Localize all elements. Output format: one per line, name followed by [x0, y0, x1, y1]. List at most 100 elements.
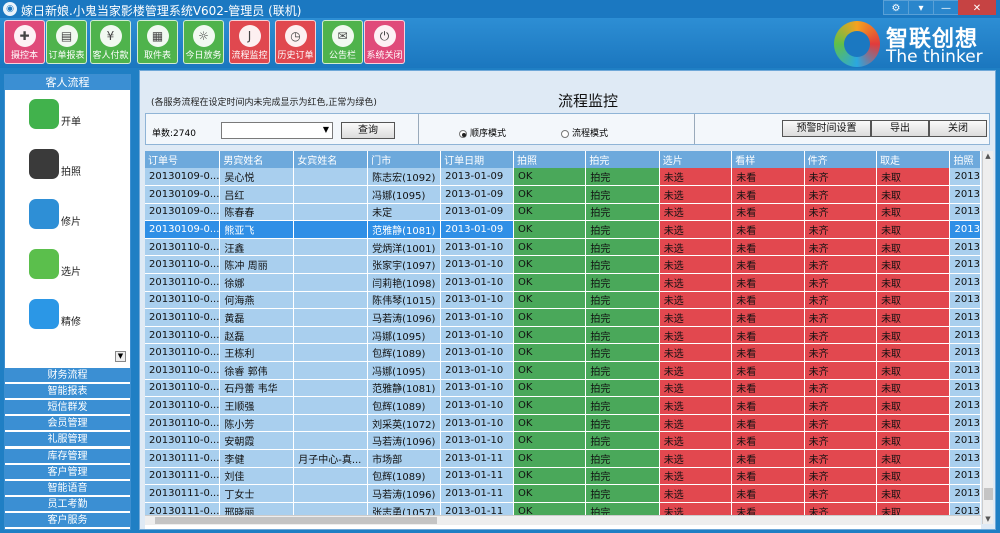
- warning-time-button[interactable]: 预警时间设置: [782, 120, 871, 137]
- toolbar-label: 流程监控: [231, 51, 268, 61]
- table-cell: 未齐: [804, 273, 878, 292]
- table-row[interactable]: 20130109-0... 吕红 冯娜(1095) 2013-01-09 OK 拍完 未选未…: [145, 185, 981, 204]
- store-select[interactable]: ▼: [221, 122, 333, 139]
- table-cell: 2013: [949, 185, 981, 204]
- sidebar-group-4[interactable]: 会员管理: [5, 415, 130, 431]
- table-cell: 20130110-0...: [145, 431, 221, 450]
- table-cell: 拍完: [585, 168, 660, 187]
- toolbar-button-6[interactable]: J 流程监控: [229, 20, 270, 64]
- table-row[interactable]: 20130111-0... 刘佳 包辉(1089) 2013-01-11 OK 拍完 未选未…: [145, 467, 981, 486]
- export-button[interactable]: 导出: [871, 120, 929, 137]
- table-cell: 未看: [731, 291, 805, 310]
- column-header[interactable]: 拍照: [949, 151, 981, 168]
- table-row[interactable]: 20130110-0... 陈小芳 刘采英(1072) 2013-01-10 OK 拍完未…: [145, 414, 981, 433]
- table-row[interactable]: 20130109-0... 熊亚飞 范雅静(1081) 2013-01-09 OK 拍完未…: [145, 220, 981, 239]
- table-row[interactable]: 20130110-0... 王栋利 包辉(1089) 2013-01-10 OK 拍完 未选…: [145, 343, 981, 363]
- column-header[interactable]: 件齐: [804, 151, 878, 168]
- column-header[interactable]: 男宾姓名: [219, 151, 295, 168]
- table-row[interactable]: 20130111-0... 丁女士 马若涛(1096) 2013-01-11 OK 拍完未…: [145, 484, 981, 503]
- table-cell: 未看: [731, 273, 805, 292]
- column-header[interactable]: 订单日期: [440, 151, 514, 168]
- table-row[interactable]: 20130111-0... 李健 月子中心-真... 市场部 2013-01-11 OK 拍…: [145, 449, 981, 468]
- toolbar-button-5[interactable]: ☼ 今日放务: [183, 20, 224, 64]
- table-row[interactable]: 20130109-0... 吴心悦 陈志宏(1092) 2013-01-09 OK 拍完未…: [145, 168, 981, 187]
- close-button[interactable]: 关闭: [929, 120, 987, 137]
- minimize-button[interactable]: —: [933, 0, 959, 15]
- table-row[interactable]: 20130110-0... 安朝霞 马若涛(1096) 2013-01-10 OK 拍完未…: [145, 431, 981, 450]
- sidebar-group-8[interactable]: 智能语音: [5, 479, 130, 495]
- sidebar-group-1[interactable]: 财务流程: [5, 367, 130, 382]
- table-row[interactable]: 20130110-0... 石丹蕾 韦华 范雅静(1081) 2013-01-10 OK…: [145, 379, 981, 398]
- table-row[interactable]: 20130110-0... 徐睿 郭伟 冯娜(1095) 2013-01-10 OK 拍完…: [145, 361, 981, 380]
- sidebar-item-5[interactable]: 精修: [25, 297, 125, 337]
- column-header[interactable]: 拍完: [585, 151, 660, 168]
- table-row[interactable]: 20130110-0... 何海燕 陈伟琴(1015) 2013-01-10 OK 拍完未…: [145, 291, 981, 310]
- menu-dropdown-icon[interactable]: ▾: [908, 0, 934, 15]
- table-row[interactable]: 20130109-0... 陈春春 未定 2013-01-09 OK 拍完 未选 未看 未齐 未取…: [145, 203, 981, 222]
- settings-icon[interactable]: ⚙: [883, 0, 909, 15]
- table-row[interactable]: 20130110-0... 赵磊 冯娜(1095) 2013-01-10 OK 拍完 未选未…: [145, 326, 981, 345]
- vertical-scrollbar[interactable]: ▲ ▼: [982, 151, 993, 524]
- table-cell: 未取: [876, 379, 951, 398]
- table-cell: 未取: [876, 449, 951, 468]
- column-header[interactable]: 取走: [876, 151, 951, 168]
- column-header[interactable]: 女宾姓名: [293, 151, 369, 168]
- table-cell: 2013-01-10: [440, 255, 514, 275]
- query-button[interactable]: 查询: [341, 122, 395, 139]
- table-row[interactable]: 20130110-0... 王顺强 包辉(1089) 2013-01-10 OK 拍完 未选…: [145, 396, 981, 415]
- sidebar-group-3[interactable]: 短信群发: [5, 399, 130, 415]
- column-header[interactable]: 选片: [659, 151, 733, 168]
- sidebar-group-9[interactable]: 员工考勤: [5, 495, 130, 511]
- table-cell: 黄磊: [219, 308, 295, 327]
- table-row[interactable]: 20130110-0... 徐娜 闫莉艳(1098) 2013-01-10 OK 拍完 未选…: [145, 273, 981, 292]
- table-cell: 2013: [949, 379, 981, 398]
- toolbar-button-3[interactable]: ¥ 客人付款: [90, 20, 131, 64]
- table-cell: 2013: [949, 449, 981, 468]
- column-header[interactable]: 订单号: [145, 151, 221, 168]
- table-row[interactable]: 20130110-0... 汪鑫 党炳洋(1001) 2013-01-10 OK 拍完 未选…: [145, 238, 981, 257]
- sidebar-item-1[interactable]: 开单: [25, 97, 125, 137]
- main-toolbar: ✚ 摄控本 ▤ 订单报表 ¥ 客人付款 ▦ 取件表 ☼ 今日放务 J 流程监控 ◷ 历史订单 ✉ 公告栏 ⏻ 系统…: [0, 18, 1000, 68]
- table-cell: OK: [513, 449, 587, 468]
- table-cell: 2013: [949, 343, 981, 363]
- table-cell: 未选: [659, 185, 733, 204]
- column-header[interactable]: 看样: [731, 151, 805, 168]
- table-cell: 2013: [949, 203, 981, 222]
- table-cell: OK: [513, 308, 587, 327]
- sidebar-header[interactable]: 客人流程: [5, 75, 130, 90]
- close-window-button[interactable]: ✕: [958, 0, 996, 15]
- scroll-down-icon[interactable]: ▼: [985, 515, 991, 523]
- toolbar-button-7[interactable]: ◷ 历史订单: [275, 20, 316, 64]
- sidebar-scroll-down-icon[interactable]: ▼: [115, 351, 126, 362]
- radio-sequence-mode[interactable]: 顺序模式: [459, 126, 506, 139]
- sidebar-group-6[interactable]: 库存管理: [5, 447, 130, 463]
- table-cell: 未看: [731, 203, 805, 222]
- column-header[interactable]: 门市: [367, 151, 442, 168]
- sidebar-group-5[interactable]: 礼服管理: [5, 431, 130, 447]
- table-cell: 拍完: [585, 308, 660, 327]
- radio-process-mode[interactable]: 流程模式: [561, 126, 608, 139]
- sidebar-group-2[interactable]: 智能报表: [5, 383, 130, 399]
- toolbar-button-2[interactable]: ▤ 订单报表: [46, 20, 87, 64]
- scroll-up-icon[interactable]: ▲: [985, 152, 991, 160]
- horizontal-scrollbar[interactable]: [145, 515, 981, 525]
- scroll-thumb[interactable]: [984, 488, 993, 500]
- table-cell: 2013-01-09: [440, 203, 514, 222]
- table-cell: 未齐: [804, 379, 878, 398]
- toolbar-button-8[interactable]: ✉ 公告栏: [322, 20, 363, 64]
- logo-en-text: The thinker: [886, 47, 983, 67]
- toolbar-button-1[interactable]: ✚ 摄控本: [4, 20, 45, 64]
- toolbar-icon-3: ¥: [99, 25, 122, 47]
- sidebar-group-7[interactable]: 客户管理: [5, 463, 130, 479]
- toolbar-button-9[interactable]: ⏻ 系统关闭: [364, 20, 405, 64]
- table-row[interactable]: 20130110-0... 陈冲 周丽 张家宇(1097) 2013-01-10 OK 拍…: [145, 255, 981, 275]
- sidebar-item-3[interactable]: 修片: [25, 197, 125, 237]
- sidebar-item-2[interactable]: 拍照: [25, 147, 125, 187]
- toolbar-button-4[interactable]: ▦ 取件表: [137, 20, 178, 64]
- hscroll-thumb[interactable]: [155, 517, 437, 524]
- table-row[interactable]: 20130110-0... 黄磊 马若涛(1096) 2013-01-10 OK 拍完 未选…: [145, 308, 981, 327]
- sidebar-group-10[interactable]: 客户服务: [5, 511, 130, 527]
- sidebar-item-4[interactable]: 选片: [25, 247, 125, 287]
- sidebar-item-label: 选片: [61, 267, 81, 278]
- column-header[interactable]: 拍照: [513, 151, 587, 168]
